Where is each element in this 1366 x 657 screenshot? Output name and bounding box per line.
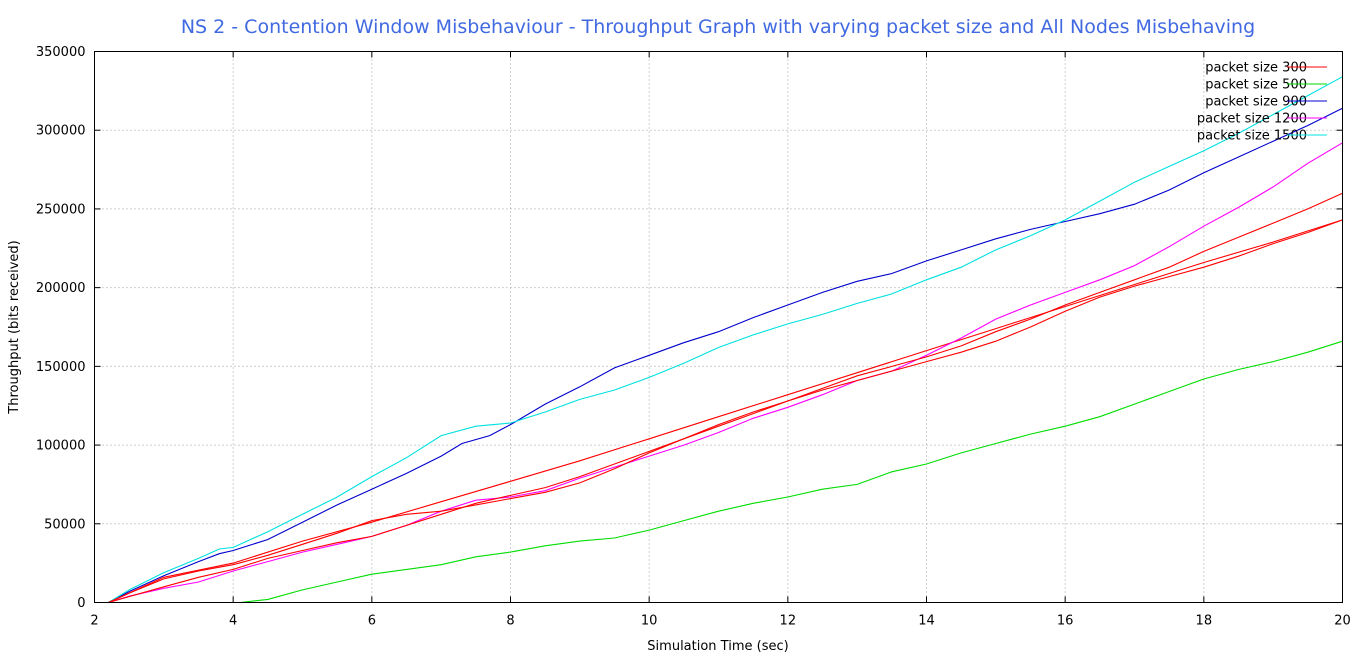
grid-lines: [94, 51, 1343, 603]
x-tick-label: 10: [641, 614, 658, 629]
y-tick-label: 150000: [36, 360, 86, 375]
x-tick-label: 4: [229, 614, 237, 629]
x-tick-label: 14: [918, 614, 935, 629]
series-line-7: [108, 219, 1343, 604]
legend-label-4: packet size 1200: [1197, 112, 1307, 127]
y-tick-label: 300000: [36, 124, 86, 139]
legend: packet size 300 packet size 500 packet siz…: [1197, 61, 1327, 144]
series-line-4: [108, 142, 1343, 604]
x-tick-label: 12: [780, 614, 797, 629]
y-tick-label: 100000: [36, 439, 86, 454]
x-axis-label: Simulation Time (sec): [647, 639, 788, 654]
legend-label-3: packet size 900: [1205, 95, 1307, 110]
y-tick-label: 50000: [44, 517, 85, 532]
y-tick-label: 0: [77, 596, 85, 611]
legend-label-1: packet size 300: [1205, 61, 1307, 76]
legend-label-5: packet size 1500: [1197, 129, 1307, 144]
y-tick-label: 350000: [36, 45, 86, 60]
axis-ticks: 2 4 6 8 10 12 14 16 18 20 0 50000 100000 150000 200000…: [36, 45, 1351, 629]
y-tick-label: 200000: [36, 281, 86, 296]
series-line-3: [108, 107, 1343, 603]
legend-label-2: packet size 500: [1205, 78, 1307, 93]
y-axis-label: Throughput (bits received): [7, 240, 22, 414]
y-tick-label: 250000: [36, 202, 86, 217]
plot-frame: [94, 51, 1343, 603]
x-tick-label: 18: [1196, 614, 1213, 629]
series-line-1: [108, 219, 1343, 604]
x-tick-label: 6: [368, 614, 376, 629]
x-tick-label: 2: [90, 614, 98, 629]
series-line-2: [240, 340, 1343, 604]
series-line-6: [108, 192, 1343, 604]
x-tick-label: 20: [1334, 614, 1351, 629]
series-line-5: [108, 76, 1343, 603]
x-tick-label: 8: [506, 614, 514, 629]
chart-title: NS 2 - Contention Window Misbehaviour - …: [181, 16, 1255, 38]
x-tick-label: 16: [1057, 614, 1074, 629]
series-layer: [108, 76, 1343, 604]
